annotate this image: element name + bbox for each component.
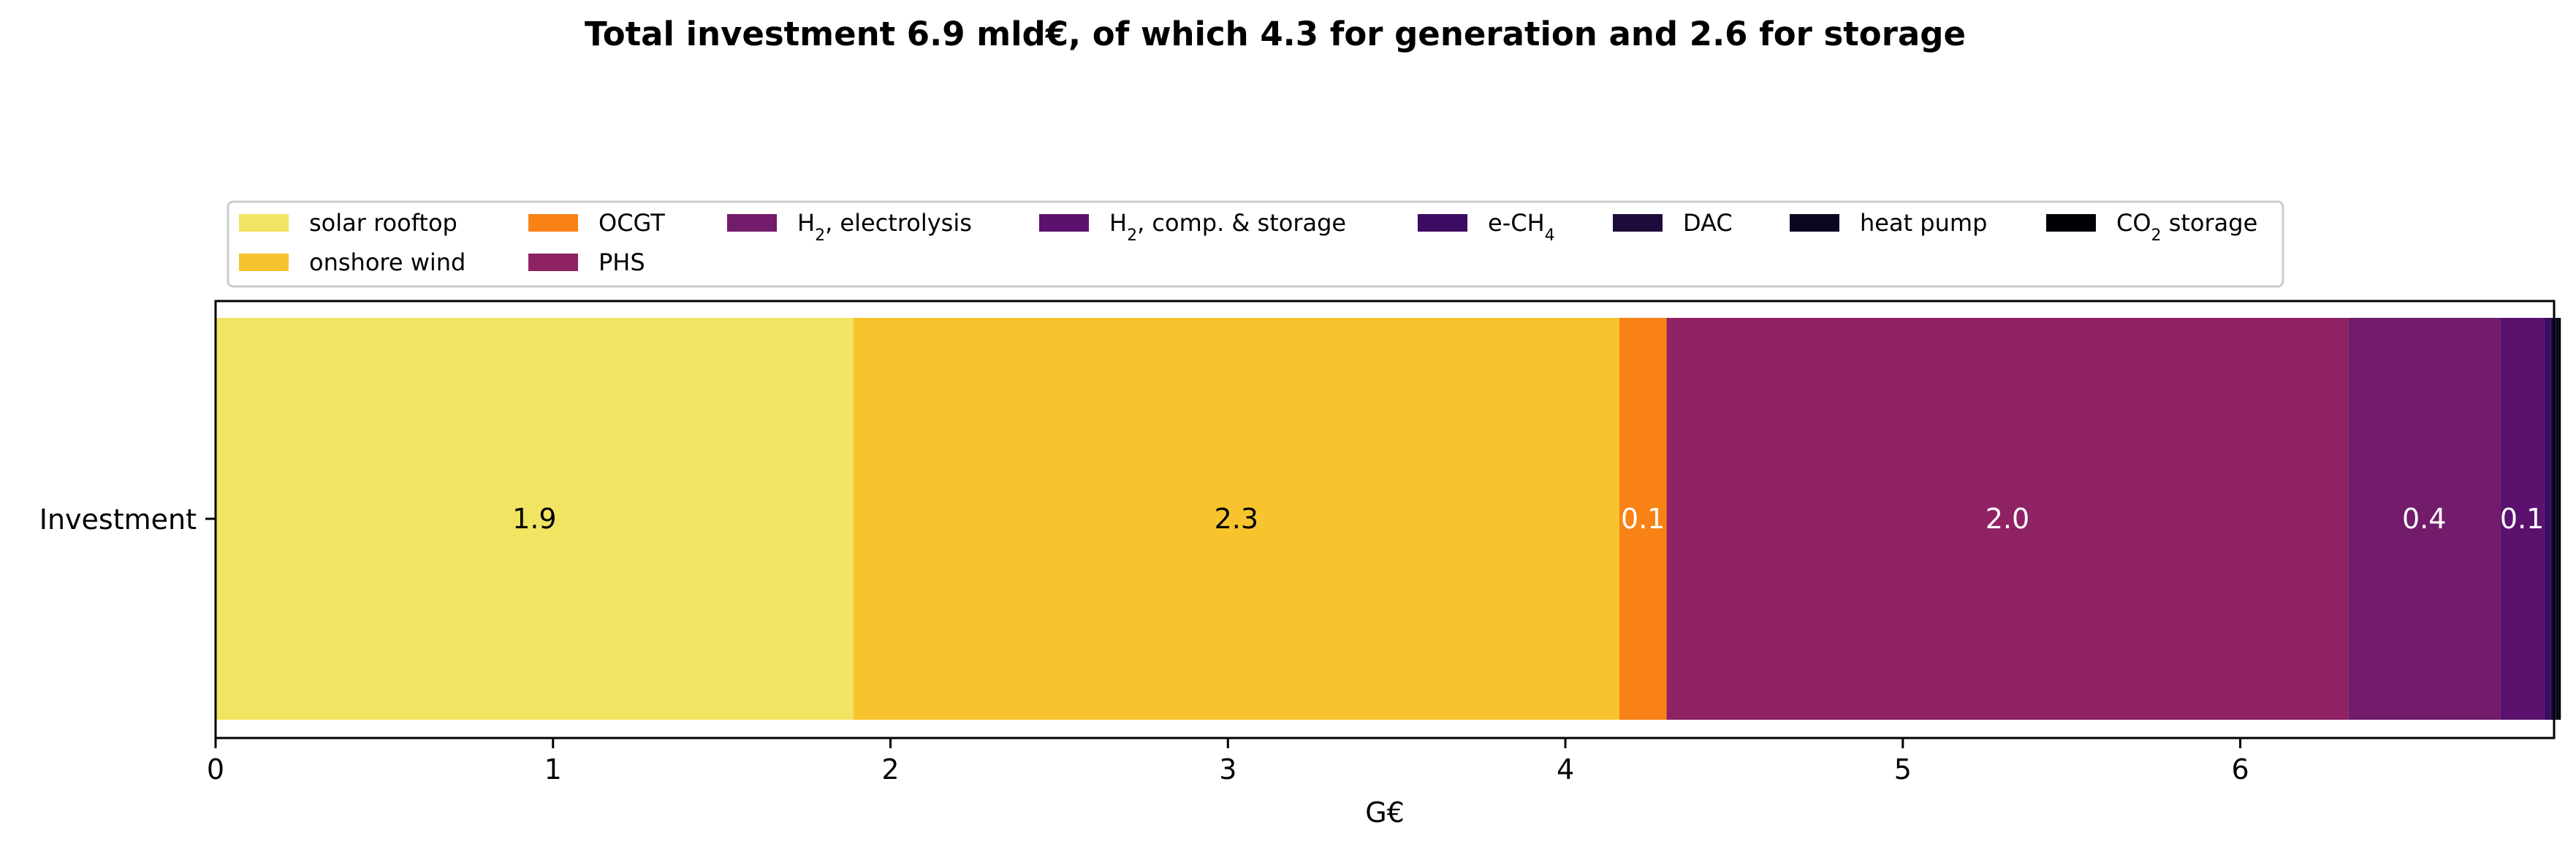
legend-item-dac: DAC — [1613, 209, 1733, 237]
legend-label: onshore wind — [309, 248, 466, 276]
legend-item-phs: PHS — [528, 248, 645, 276]
legend-item-ocgt: OCGT — [528, 209, 665, 237]
y-tick-label: Investment — [39, 503, 197, 536]
x-tick-label: 6 — [2231, 753, 2249, 786]
x-axis: 0 1 2 3 4 5 6 — [207, 738, 2249, 786]
bar-segment-e-ch4 — [2544, 318, 2551, 720]
legend-label: solar rooftop — [309, 209, 457, 237]
bar-label-solar-rooftop: 1.9 — [512, 503, 556, 535]
bar-segment-h2-electrolysis — [2348, 318, 2501, 720]
x-tick-label: 0 — [207, 753, 224, 786]
legend-swatch — [528, 254, 578, 271]
bar-value-labels: 1.9 2.3 0.1 2.0 0.4 0.1 — [512, 503, 2544, 535]
bar-label-onshore-wind: 2.3 — [1215, 503, 1258, 535]
bar-segment-heat-pump — [2556, 318, 2559, 720]
bar-segment-onshore-wind — [853, 318, 1619, 720]
legend-swatch — [239, 214, 289, 232]
bar-segment-co2-storage — [2558, 318, 2561, 720]
x-tick-label: 2 — [881, 753, 899, 786]
x-tick-label: 3 — [1219, 753, 1236, 786]
bar-label-h2-comp-storage: 0.1 — [2500, 503, 2544, 535]
chart-title: Total investment 6.9 mld€, of which 4.3 … — [585, 15, 1966, 53]
legend-swatch — [1418, 214, 1467, 232]
legend-swatch — [1790, 214, 1839, 232]
bar-segment-solar-rooftop — [216, 318, 854, 720]
legend-label: OCGT — [599, 209, 665, 237]
legend-label: heat pump — [1860, 209, 1987, 237]
x-tick-label: 5 — [1894, 753, 1912, 786]
bar-segments — [216, 318, 2561, 720]
legend-swatch — [239, 254, 289, 271]
legend-swatch — [727, 214, 777, 232]
bar-segment-ocgt — [1619, 318, 1667, 720]
bar-label-h2-electrolysis: 0.4 — [2402, 503, 2446, 535]
y-axis: Investment — [39, 503, 216, 536]
bar-label-phs: 2.0 — [1986, 503, 2029, 535]
bar-label-ocgt: 0.1 — [1621, 503, 1665, 535]
legend-label: PHS — [599, 248, 645, 276]
legend-swatch — [528, 214, 578, 232]
x-tick-label: 1 — [544, 753, 562, 786]
legend-label: DAC — [1683, 209, 1733, 237]
bar-segment-h2-comp-storage — [2500, 318, 2545, 720]
legend-swatch — [1039, 214, 1089, 232]
legend-item-solar-rooftop: solar rooftop — [239, 209, 457, 237]
legend-item-onshore-wind: onshore wind — [239, 248, 466, 276]
legend-swatch — [2046, 214, 2096, 232]
bar-segment-phs — [1666, 318, 2349, 720]
x-axis-label: G€ — [1365, 796, 1405, 829]
x-tick-label: 4 — [1557, 753, 1574, 786]
legend-swatch — [1613, 214, 1663, 232]
legend-item-heat-pump: heat pump — [1790, 209, 1987, 237]
